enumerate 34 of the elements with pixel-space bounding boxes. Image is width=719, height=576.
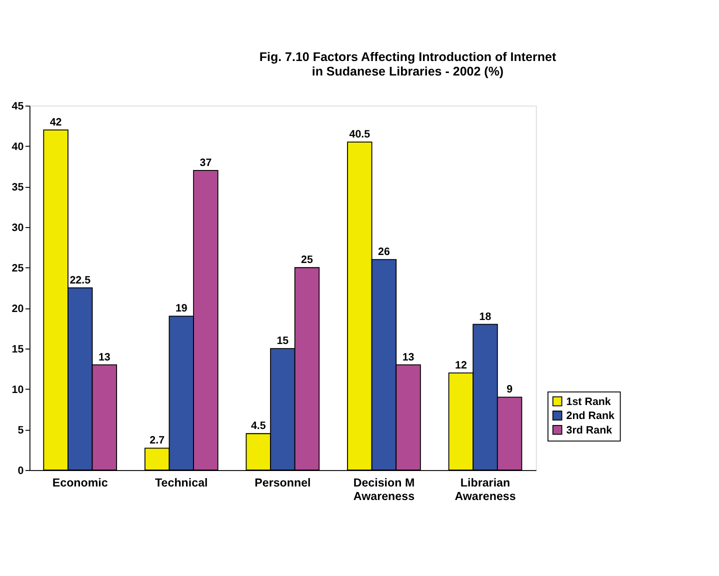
data-label: 26 <box>378 246 390 258</box>
data-label: 2.7 <box>150 434 165 447</box>
y-tick-label: 40 <box>12 141 24 154</box>
x-tick-label: Technical <box>155 476 208 490</box>
legend-label: 1st Rank <box>566 396 611 408</box>
y-tick-label: 30 <box>12 222 24 234</box>
y-tick-label: 0 <box>18 465 24 478</box>
data-label: 19 <box>175 302 188 315</box>
y-tick-label: 45 <box>12 100 24 113</box>
chart-title: Fig. 7.10 Factors Affecting Introduction of Internet in Sudanese Libraries - 2002 (%) <box>259 50 557 78</box>
y-tick-label: 10 <box>12 384 24 396</box>
x-tick-label: Librarian Awareness <box>454 476 516 503</box>
data-label: 22.5 <box>70 274 91 286</box>
legend-label: 3rd Rank <box>566 424 612 436</box>
data-label: 18 <box>479 310 492 323</box>
x-tick-label: Decision M Awareness <box>353 476 415 503</box>
x-tick-label: Economic <box>52 476 108 490</box>
y-tick-label: 20 <box>12 303 24 316</box>
y-tick-label: 15 <box>12 344 24 356</box>
data-label: 13 <box>402 351 414 364</box>
y-tick-label: 5 <box>18 424 24 437</box>
legend-label: 2nd Rank <box>566 410 614 422</box>
y-tick-label: 35 <box>12 182 24 194</box>
data-label: 12 <box>454 359 467 372</box>
data-label: 40.5 <box>349 128 370 141</box>
data-label: 4.5 <box>250 420 266 432</box>
data-label: 9 <box>506 384 513 396</box>
data-label: 13 <box>98 351 110 364</box>
data-label: 37 <box>200 156 212 169</box>
data-label: 25 <box>301 254 313 266</box>
x-tick-label: Personnel <box>254 476 311 490</box>
data-label: 42 <box>50 116 62 128</box>
y-tick-label: 25 <box>12 262 24 275</box>
data-label: 15 <box>276 335 289 348</box>
